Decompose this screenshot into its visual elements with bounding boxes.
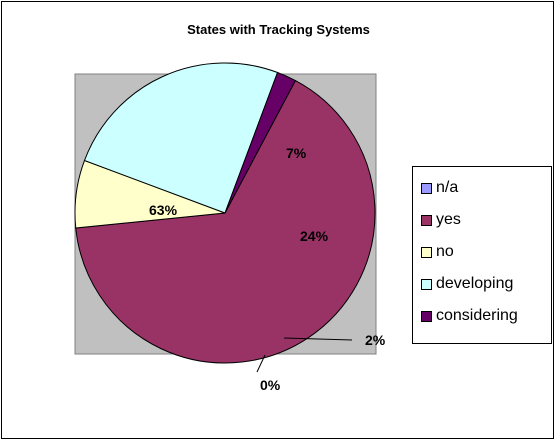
legend-swatch-no — [421, 247, 432, 258]
legend-item-n-a: n/a — [421, 177, 458, 199]
legend-label-developing: developing — [436, 275, 513, 293]
legend-swatch-developing — [421, 279, 432, 290]
legend-label-no: no — [436, 243, 454, 261]
legend-swatch-considering — [421, 311, 432, 322]
data-label-yes: 63% — [149, 202, 178, 218]
legend-label-considering: considering — [436, 307, 518, 325]
legend-label-yes: yes — [436, 211, 461, 229]
data-label-developing: 24% — [300, 228, 329, 244]
legend: n/a yes no developing considering — [412, 166, 552, 344]
legend-item-considering: considering — [421, 305, 518, 327]
data-label-considering: 2% — [365, 332, 386, 348]
data-label-n-a: 0% — [260, 377, 281, 393]
legend-item-developing: developing — [421, 273, 513, 295]
legend-item-no: no — [421, 241, 454, 263]
legend-swatch-n-a — [421, 183, 432, 194]
legend-label-n-a: n/a — [436, 179, 458, 197]
data-label-no: 7% — [286, 145, 307, 161]
legend-swatch-yes — [421, 215, 432, 226]
legend-item-yes: yes — [421, 209, 461, 231]
